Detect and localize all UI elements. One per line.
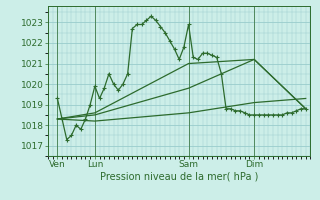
X-axis label: Pression niveau de la mer( hPa ): Pression niveau de la mer( hPa ) [100,172,258,182]
